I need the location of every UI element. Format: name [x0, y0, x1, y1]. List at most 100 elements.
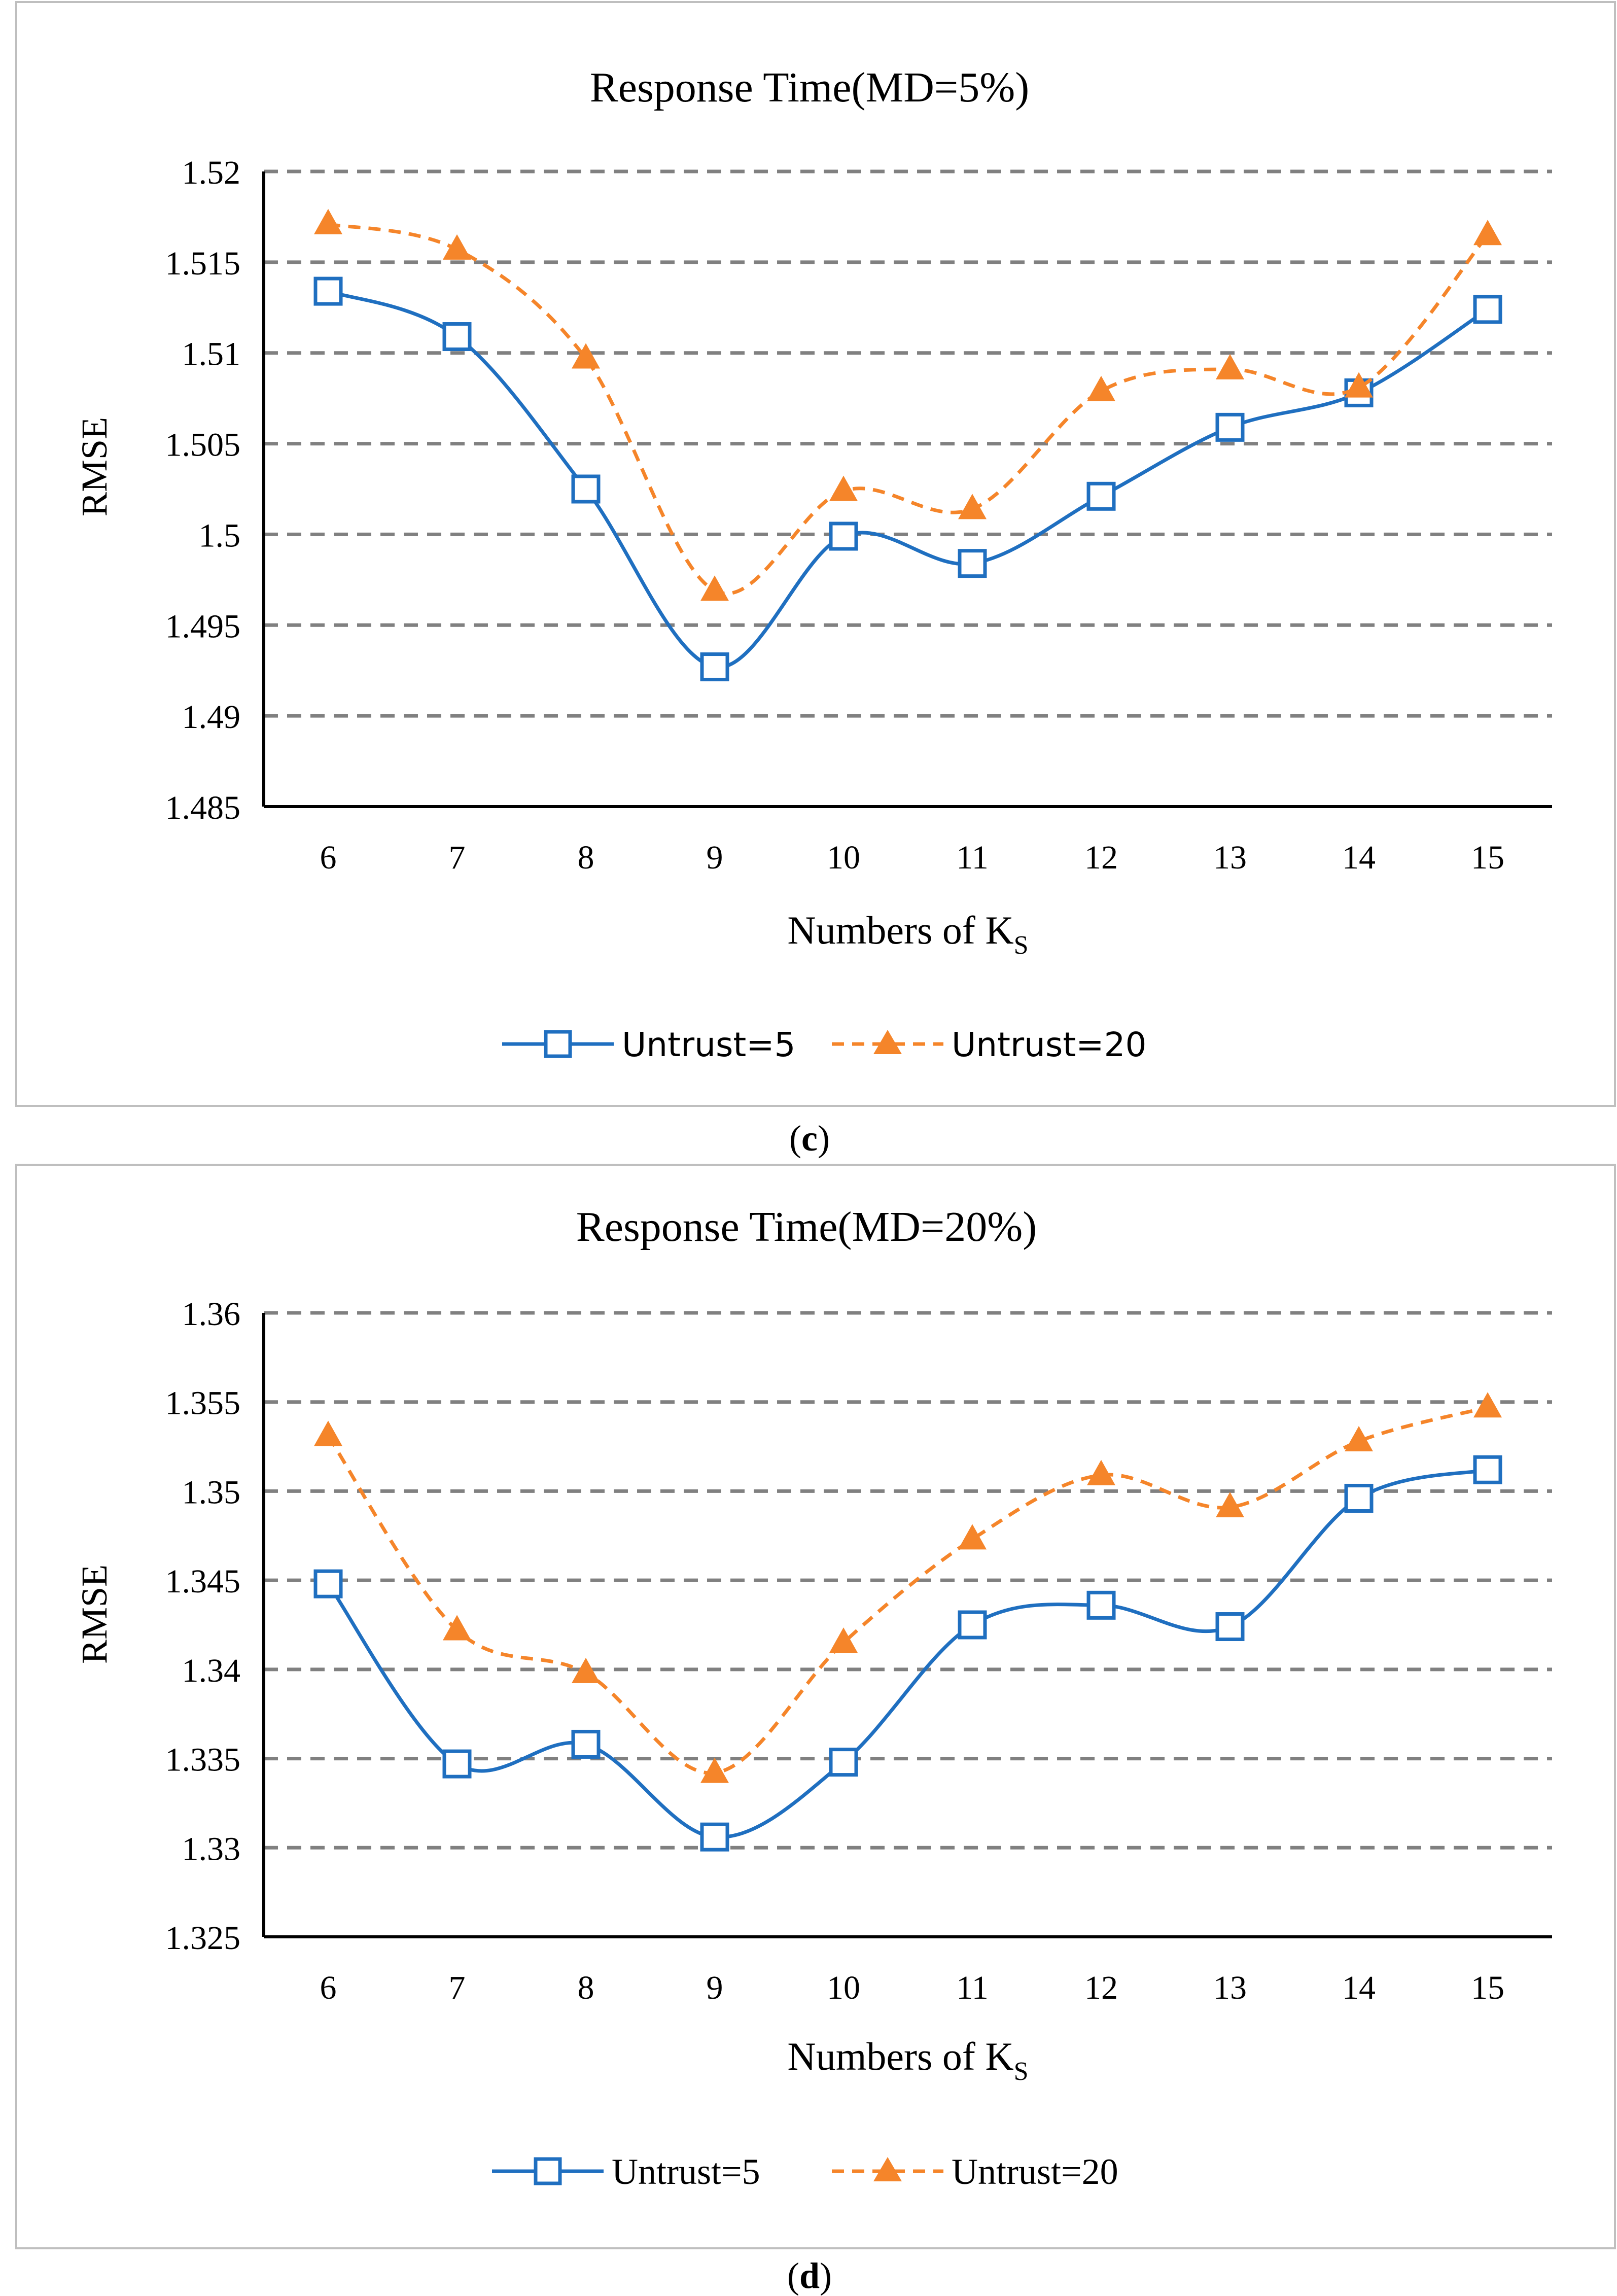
x-tick-label: 11: [956, 839, 989, 876]
chart-frame: [15, 1164, 1616, 2249]
x-tick-label: 9: [707, 1969, 723, 2006]
data-point-square: [958, 1610, 987, 1640]
x-tick-label: 6: [320, 839, 337, 876]
y-tick-label: 1.325: [165, 1920, 241, 1957]
data-point-triangle: [314, 1420, 342, 1446]
data-point-triangle: [700, 575, 729, 601]
x-tick-label: 8: [578, 1969, 594, 2006]
series-line-untrust-5: [327, 1468, 1488, 1839]
x-axis-label: Numbers of KS: [787, 908, 1028, 960]
data-point-triangle: [572, 1657, 600, 1683]
y-tick-label: 1.515: [165, 245, 241, 282]
legend-square-marker: [534, 2157, 562, 2185]
data-point-square: [700, 652, 729, 682]
x-tick-label: 15: [1471, 1969, 1504, 2006]
y-tick-label: 1.485: [165, 789, 241, 826]
chart-panel-c: Response Time(MD=5%) 1.485 1.49 1.495 1.5 1.…: [15, 1, 1616, 1159]
data-point-square: [313, 1569, 343, 1598]
chart-panel-d: Response Time(MD=20%) 1.325 1.33 1.335 1.34…: [15, 1164, 1616, 2296]
panel-label: (d): [787, 2255, 832, 2296]
data-point-triangle: [1087, 375, 1115, 401]
x-tick-label: 12: [1084, 1969, 1118, 2006]
data-point-triangle: [958, 494, 987, 519]
data-point-square: [571, 474, 601, 504]
x-tick-label: 6: [320, 1969, 337, 2006]
data-point-square: [1215, 1612, 1245, 1642]
x-tick-label: 12: [1084, 839, 1118, 876]
chart-frame: [15, 1, 1616, 1107]
data-point-square: [700, 1822, 729, 1852]
y-tick-label: 1.5: [199, 517, 241, 554]
data-point-square: [829, 521, 858, 551]
data-point-square: [1086, 1590, 1116, 1620]
y-tick-label: 1.355: [165, 1385, 241, 1422]
x-axis-label-main: Numbers of K: [787, 908, 1013, 952]
legend: Untrust=5 Untrust=20: [492, 2151, 1118, 2192]
legend-label-untrust-5: Untrust=5: [622, 1025, 796, 1064]
x-tick-label: 14: [1342, 839, 1376, 876]
x-tick-label: 10: [827, 839, 860, 876]
panel-label: (c): [789, 1118, 830, 1159]
series-line-untrust-20: [328, 222, 1489, 596]
y-tick-label: 1.345: [165, 1563, 241, 1600]
data-point-triangle: [958, 1524, 987, 1550]
y-tick-label: 1.35: [182, 1474, 241, 1511]
legend: Untrust=5 Untrust=20: [502, 1025, 1147, 1064]
x-tick-label: 15: [1471, 839, 1504, 876]
data-point-triangle: [443, 1615, 471, 1641]
x-tick-label: 9: [707, 839, 723, 876]
legend-label-untrust-5: Untrust=5: [612, 2151, 760, 2192]
y-tick-label: 1.49: [182, 699, 241, 736]
data-point-triangle: [443, 234, 471, 260]
legend-triangle-marker: [873, 1030, 902, 1054]
data-point-triangle: [1087, 1459, 1115, 1485]
series-line-untrust-20: [327, 1405, 1488, 1775]
x-tick-label: 7: [449, 839, 466, 876]
data-point-square: [442, 1749, 472, 1779]
y-tick-label: 1.36: [182, 1296, 241, 1333]
data-point-triangle: [572, 343, 600, 369]
data-point-square: [1473, 1455, 1502, 1484]
data-point-triangle: [829, 1627, 858, 1653]
x-tick-label: 11: [956, 1969, 989, 2006]
data-point-square: [1086, 481, 1116, 511]
legend-label-untrust-20: Untrust=20: [952, 2151, 1118, 2192]
data-point-square: [313, 276, 343, 306]
data-point-square: [829, 1748, 858, 1777]
x-tick-label: 13: [1213, 839, 1247, 876]
x-axis-label-subscript: S: [1014, 931, 1029, 960]
panel-label-letter: d: [799, 2255, 820, 2296]
y-axis-label: RMSE: [74, 1564, 115, 1664]
data-point-square: [1344, 1483, 1374, 1513]
y-tick-label: 1.505: [165, 427, 241, 464]
series-line-untrust-5: [327, 289, 1489, 669]
x-axis-label-subscript: S: [1014, 2057, 1029, 2086]
data-point-square: [571, 1729, 601, 1759]
data-point-triangle: [1473, 1392, 1502, 1418]
data-point-square: [1473, 295, 1502, 324]
data-point-square: [958, 549, 987, 578]
data-point-triangle: [700, 1757, 729, 1783]
legend-square-marker: [544, 1030, 572, 1058]
y-tick-label: 1.335: [165, 1742, 241, 1779]
x-tick-label: 14: [1342, 1969, 1376, 2006]
x-tick-label: 10: [827, 1969, 860, 2006]
x-tick-label: 7: [449, 1969, 466, 2006]
legend-label-untrust-20: Untrust=20: [952, 1025, 1147, 1064]
x-axis-label-main: Numbers of K: [787, 2034, 1013, 2078]
chart-title: Response Time(MD=20%): [576, 1203, 1037, 1250]
legend-triangle-marker: [873, 2157, 902, 2181]
x-tick-label: 13: [1213, 1969, 1247, 2006]
data-point-triangle: [314, 208, 342, 234]
y-tick-label: 1.51: [182, 336, 241, 373]
panel-label-letter: c: [801, 1118, 818, 1159]
data-point-triangle: [1473, 220, 1502, 246]
y-tick-label: 1.34: [182, 1652, 241, 1689]
x-tick-label: 8: [578, 839, 594, 876]
data-point-square: [1215, 412, 1245, 442]
data-point-triangle: [1216, 1492, 1244, 1518]
y-axis-label: RMSE: [74, 417, 115, 516]
data-point-triangle: [1345, 1426, 1373, 1452]
data-point-square: [442, 322, 472, 352]
